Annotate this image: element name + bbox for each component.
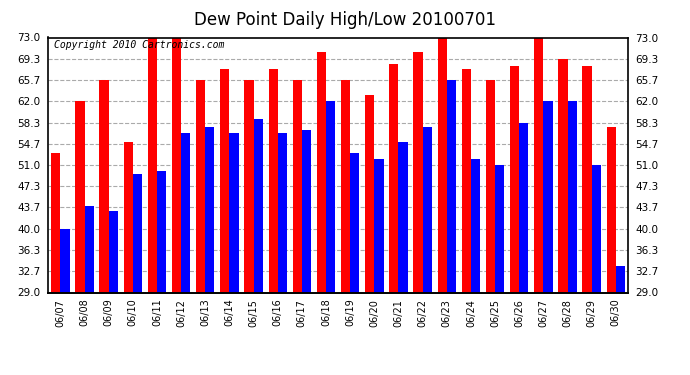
Bar: [254, 118, 263, 292]
Bar: [616, 266, 625, 292]
Bar: [520, 123, 529, 292]
Bar: [278, 133, 287, 292]
Bar: [423, 128, 432, 292]
Bar: [413, 52, 423, 292]
Bar: [582, 66, 592, 292]
Bar: [486, 80, 495, 292]
Bar: [85, 206, 94, 292]
Bar: [462, 69, 471, 292]
Bar: [351, 153, 359, 292]
Bar: [293, 80, 302, 292]
Bar: [437, 32, 447, 292]
Bar: [206, 128, 215, 292]
Bar: [510, 66, 520, 292]
Bar: [99, 80, 109, 292]
Text: Dew Point Daily High/Low 20100701: Dew Point Daily High/Low 20100701: [194, 11, 496, 29]
Bar: [534, 32, 544, 292]
Bar: [220, 69, 229, 292]
Bar: [365, 96, 375, 292]
Bar: [317, 52, 326, 292]
Bar: [568, 101, 577, 292]
Bar: [124, 142, 133, 292]
Bar: [109, 211, 118, 292]
Bar: [592, 165, 601, 292]
Bar: [447, 80, 456, 292]
Bar: [607, 128, 616, 292]
Bar: [389, 64, 399, 292]
Text: Copyright 2010 Cartronics.com: Copyright 2010 Cartronics.com: [54, 40, 224, 50]
Bar: [302, 130, 311, 292]
Bar: [558, 59, 568, 292]
Bar: [172, 38, 181, 292]
Bar: [399, 142, 408, 292]
Bar: [341, 80, 351, 292]
Bar: [471, 159, 480, 292]
Bar: [157, 171, 166, 292]
Bar: [326, 101, 335, 292]
Bar: [75, 101, 85, 292]
Bar: [230, 133, 239, 292]
Bar: [196, 80, 206, 292]
Bar: [133, 174, 142, 292]
Bar: [51, 153, 61, 292]
Bar: [181, 133, 190, 292]
Bar: [148, 32, 157, 292]
Bar: [244, 80, 254, 292]
Bar: [495, 165, 504, 292]
Bar: [268, 69, 278, 292]
Bar: [375, 159, 384, 292]
Bar: [61, 229, 70, 292]
Bar: [544, 101, 553, 292]
